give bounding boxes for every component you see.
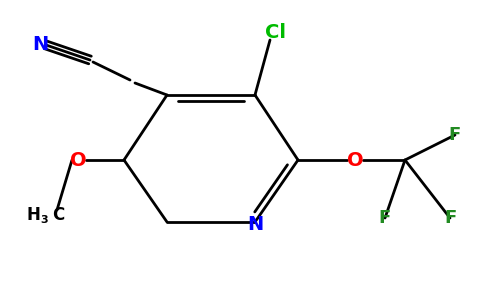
Text: 3: 3 <box>40 215 47 225</box>
Text: N: N <box>32 35 48 55</box>
Text: H: H <box>26 206 40 224</box>
Text: Cl: Cl <box>264 22 286 41</box>
Text: C: C <box>52 206 64 224</box>
Text: O: O <box>70 151 86 169</box>
Text: O: O <box>347 151 363 169</box>
Text: F: F <box>444 209 456 227</box>
Text: N: N <box>247 215 263 235</box>
Text: F: F <box>449 126 461 144</box>
Text: F: F <box>379 209 391 227</box>
